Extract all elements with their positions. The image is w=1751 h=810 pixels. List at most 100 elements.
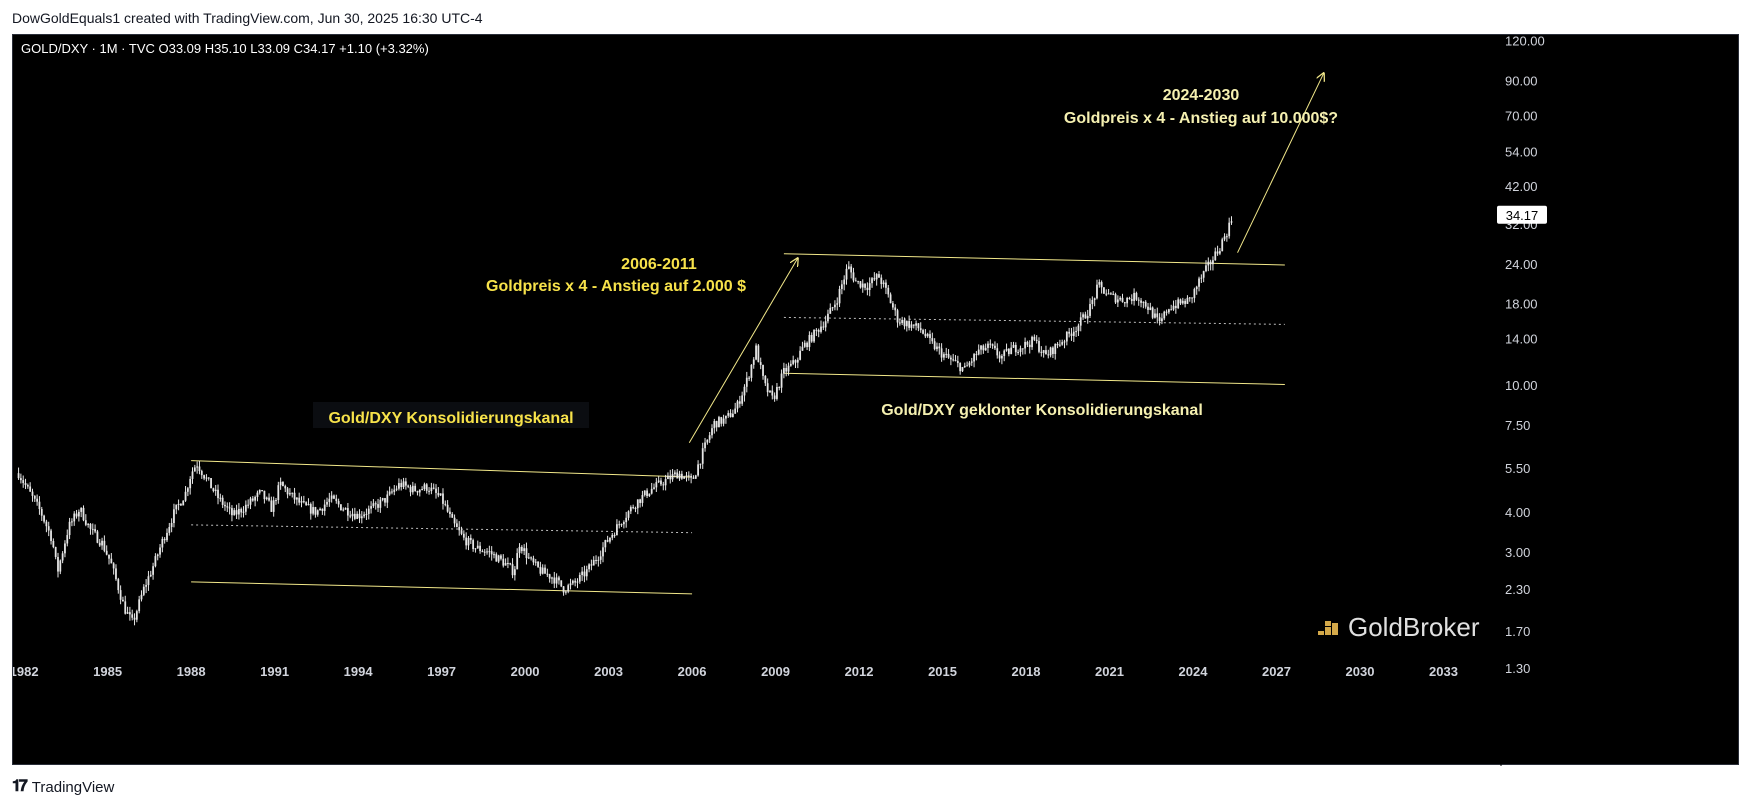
candle-body[interactable] [1207, 261, 1210, 266]
candle-body[interactable] [910, 324, 913, 328]
candle-body[interactable] [776, 386, 778, 399]
candle-body[interactable] [446, 504, 449, 512]
candle-body[interactable] [676, 472, 679, 479]
candle-body[interactable] [943, 354, 945, 358]
candle-body[interactable] [639, 499, 642, 503]
candle-body[interactable] [177, 503, 180, 505]
candle-body[interactable] [789, 363, 792, 366]
candle-body[interactable] [829, 307, 832, 314]
candle-body[interactable] [787, 365, 790, 372]
candle-body[interactable] [291, 492, 294, 494]
candle-body[interactable] [518, 546, 521, 554]
candle-body[interactable] [931, 338, 934, 342]
candle-body[interactable] [558, 577, 560, 581]
candle-body[interactable] [1024, 341, 1026, 349]
candle-body[interactable] [583, 571, 586, 577]
candle-body[interactable] [497, 555, 500, 562]
candle-body[interactable] [265, 497, 268, 500]
candle-body[interactable] [82, 507, 85, 521]
candle-body[interactable] [212, 488, 215, 491]
candle-body[interactable] [284, 486, 287, 489]
candle-body[interactable] [214, 489, 217, 491]
candle-body[interactable] [186, 488, 189, 492]
candle-body[interactable] [217, 489, 219, 499]
candle-body[interactable] [1105, 293, 1108, 295]
candle-body[interactable] [530, 557, 533, 559]
candle-body[interactable] [769, 390, 771, 393]
candle-body[interactable] [1114, 294, 1117, 303]
candle-body[interactable] [1161, 318, 1163, 322]
candle-body[interactable] [599, 556, 602, 560]
candle-body[interactable] [1026, 341, 1029, 345]
candle-body[interactable] [831, 307, 834, 309]
candle-body[interactable] [817, 329, 820, 332]
candle-body[interactable] [1202, 271, 1205, 278]
candle-body[interactable] [820, 326, 822, 332]
candle-body[interactable] [161, 538, 164, 548]
candle-body[interactable] [1184, 300, 1187, 304]
candle-body[interactable] [340, 504, 342, 511]
candle-body[interactable] [998, 355, 1001, 359]
candle-body[interactable] [1123, 302, 1126, 304]
candle-body[interactable] [337, 501, 340, 505]
candle-body[interactable] [734, 408, 737, 414]
candle-body[interactable] [462, 533, 465, 538]
candle-body[interactable] [1128, 297, 1131, 299]
candle-body[interactable] [1012, 344, 1015, 348]
candle-body[interactable] [1084, 314, 1087, 319]
candle-body[interactable] [175, 504, 178, 510]
candle-body[interactable] [1089, 304, 1091, 316]
candle-body[interactable] [435, 488, 437, 493]
candle-body[interactable] [379, 499, 382, 508]
candle-body[interactable] [1086, 315, 1089, 319]
candle-body[interactable] [170, 523, 173, 527]
candle-body[interactable] [386, 494, 389, 503]
candle-body[interactable] [915, 323, 917, 326]
candle-body[interactable] [687, 475, 690, 477]
candle-body[interactable] [662, 484, 665, 486]
candle-body[interactable] [128, 612, 131, 615]
candle-body[interactable] [356, 513, 359, 519]
candle-body[interactable] [449, 511, 451, 514]
candle-body[interactable] [1230, 221, 1233, 223]
candle-body[interactable] [947, 353, 950, 358]
candle-body[interactable] [857, 281, 860, 283]
candle-body[interactable] [1093, 298, 1096, 301]
candle-body[interactable] [574, 580, 577, 583]
candle-body[interactable] [509, 563, 512, 565]
candle-body[interactable] [711, 428, 713, 436]
candle-body[interactable] [479, 545, 481, 552]
candle-body[interactable] [912, 324, 915, 326]
candle-body[interactable] [1091, 300, 1094, 305]
candle-body[interactable] [970, 361, 973, 363]
candle-body[interactable] [803, 342, 806, 347]
candle-body[interactable] [762, 364, 764, 376]
candle-body[interactable] [952, 359, 955, 361]
candle-body[interactable] [794, 360, 797, 363]
candle-body[interactable] [680, 473, 683, 479]
candle-body[interactable] [119, 590, 122, 600]
candle-body[interactable] [45, 521, 48, 527]
channel-upper-line[interactable] [191, 460, 693, 478]
candle-body[interactable] [224, 504, 226, 507]
candle-body[interactable] [504, 562, 507, 566]
candle-body[interactable] [544, 567, 546, 574]
candle-body[interactable] [372, 503, 375, 507]
candle-body[interactable] [1165, 311, 1168, 313]
candle-body[interactable] [720, 417, 723, 424]
candle-body[interactable] [532, 558, 535, 563]
candle-body[interactable] [358, 513, 361, 519]
candle-body[interactable] [861, 283, 864, 288]
candle-body[interactable] [1198, 278, 1200, 287]
candle-body[interactable] [725, 415, 727, 419]
candle-body[interactable] [1219, 251, 1221, 254]
candle-body[interactable] [495, 554, 498, 562]
candle-body[interactable] [564, 591, 567, 593]
candle-body[interactable] [149, 574, 152, 577]
candle-body[interactable] [1177, 299, 1180, 309]
candle-body[interactable] [26, 485, 29, 487]
candle-body[interactable] [59, 560, 62, 572]
candle-body[interactable] [875, 274, 878, 280]
candle-body[interactable] [1096, 284, 1098, 299]
candle-body[interactable] [741, 395, 744, 404]
